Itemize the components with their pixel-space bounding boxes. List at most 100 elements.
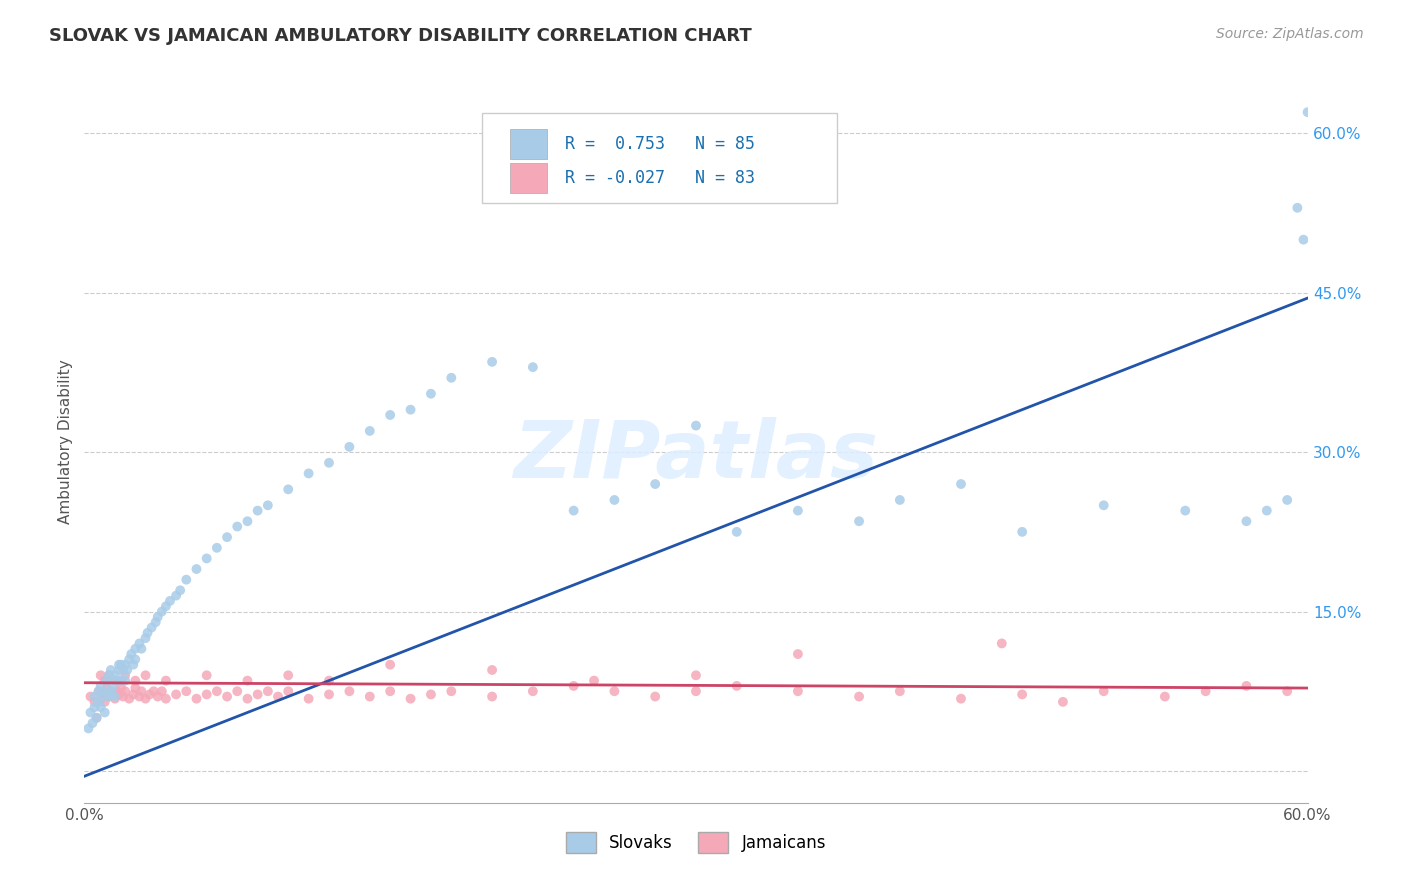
Point <box>91 690 114 704</box>
Point <box>1154 690 1177 704</box>
Point <box>93 695 115 709</box>
Point <box>128 690 150 704</box>
Point <box>685 684 707 698</box>
Point <box>1296 105 1319 120</box>
Point <box>131 684 153 698</box>
Point <box>96 681 118 695</box>
Point <box>114 673 136 688</box>
Point <box>267 690 290 704</box>
Text: R = -0.027   N = 83: R = -0.027 N = 83 <box>565 169 755 186</box>
Point <box>298 467 321 481</box>
Point <box>1011 524 1033 539</box>
Point <box>122 657 145 672</box>
Point <box>104 690 127 704</box>
Point <box>644 477 666 491</box>
Point <box>246 503 269 517</box>
Point <box>110 673 132 688</box>
Text: ZIPatlas: ZIPatlas <box>513 417 879 495</box>
Point <box>120 647 142 661</box>
Point <box>1092 684 1115 698</box>
Point <box>440 371 463 385</box>
Point <box>889 684 911 698</box>
Point <box>108 657 131 672</box>
Point <box>135 691 157 706</box>
Point <box>93 684 115 698</box>
Point <box>108 687 131 701</box>
Point <box>787 647 810 661</box>
Point <box>90 700 112 714</box>
Point <box>848 514 870 528</box>
Point <box>277 668 299 682</box>
Point <box>93 706 115 720</box>
Point <box>522 360 544 375</box>
Point <box>685 418 707 433</box>
Point <box>174 573 197 587</box>
Point <box>399 691 422 706</box>
Point <box>420 687 443 701</box>
Point <box>277 483 299 497</box>
Point <box>359 424 381 438</box>
Point <box>950 691 973 706</box>
Text: Source: ZipAtlas.com: Source: ZipAtlas.com <box>1216 27 1364 41</box>
Point <box>141 620 163 634</box>
Point <box>91 687 114 701</box>
Point <box>136 625 159 640</box>
Point <box>86 711 108 725</box>
Point <box>110 681 132 695</box>
Point <box>118 652 141 666</box>
Point <box>142 684 165 698</box>
Point <box>124 641 146 656</box>
Point <box>257 684 280 698</box>
Point <box>1292 233 1315 247</box>
Point <box>236 514 259 528</box>
Point <box>90 679 112 693</box>
Point <box>246 687 269 701</box>
Point <box>787 503 810 517</box>
Point <box>195 551 218 566</box>
Point <box>87 684 110 698</box>
Point <box>380 408 402 422</box>
Point <box>100 663 122 677</box>
Point <box>114 668 136 682</box>
Point <box>97 668 120 682</box>
Point <box>112 663 135 677</box>
Point <box>96 673 118 688</box>
Text: SLOVAK VS JAMAICAN AMBULATORY DISABILITY CORRELATION CHART: SLOVAK VS JAMAICAN AMBULATORY DISABILITY… <box>49 27 752 45</box>
Point <box>145 615 167 630</box>
Point <box>1052 695 1074 709</box>
Point <box>226 684 249 698</box>
Point <box>83 695 105 709</box>
Point <box>725 679 748 693</box>
Point <box>138 687 160 701</box>
Point <box>298 691 321 706</box>
Point <box>1236 679 1258 693</box>
Point <box>420 386 443 401</box>
Point <box>339 440 361 454</box>
Point <box>950 477 973 491</box>
Point <box>124 673 146 688</box>
Point <box>118 691 141 706</box>
FancyBboxPatch shape <box>482 112 837 203</box>
Point <box>77 722 100 736</box>
Point <box>165 687 187 701</box>
Point <box>97 668 120 682</box>
Point <box>205 541 228 555</box>
Point <box>100 684 122 698</box>
Point <box>685 668 707 682</box>
Point <box>150 684 173 698</box>
Point <box>481 690 503 704</box>
Point <box>195 687 218 701</box>
Point <box>277 684 299 698</box>
Point <box>603 684 626 698</box>
Point <box>122 687 145 701</box>
Point <box>1092 498 1115 512</box>
Point <box>79 690 101 704</box>
Point <box>82 716 104 731</box>
Point <box>1277 493 1299 508</box>
Point <box>83 690 105 704</box>
Point <box>562 503 585 517</box>
Point <box>522 684 544 698</box>
Point <box>124 681 146 695</box>
Point <box>318 456 340 470</box>
Legend: Slovaks, Jamaicans: Slovaks, Jamaicans <box>560 826 832 860</box>
